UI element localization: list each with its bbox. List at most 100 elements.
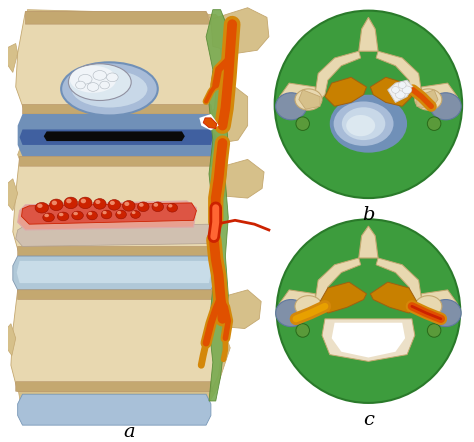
Ellipse shape bbox=[95, 200, 100, 204]
Ellipse shape bbox=[45, 214, 49, 217]
Polygon shape bbox=[13, 256, 216, 290]
Circle shape bbox=[296, 117, 310, 130]
Ellipse shape bbox=[71, 69, 148, 108]
Ellipse shape bbox=[330, 95, 407, 152]
Ellipse shape bbox=[102, 211, 107, 214]
Ellipse shape bbox=[398, 82, 406, 88]
Ellipse shape bbox=[395, 91, 405, 99]
Ellipse shape bbox=[276, 300, 307, 327]
Ellipse shape bbox=[152, 202, 164, 212]
Polygon shape bbox=[11, 290, 222, 391]
Polygon shape bbox=[5, 179, 18, 211]
Polygon shape bbox=[17, 261, 211, 283]
Ellipse shape bbox=[37, 204, 43, 208]
Polygon shape bbox=[325, 77, 366, 106]
Ellipse shape bbox=[87, 83, 99, 91]
Circle shape bbox=[428, 117, 441, 130]
Ellipse shape bbox=[124, 202, 129, 206]
Ellipse shape bbox=[122, 201, 135, 211]
Polygon shape bbox=[315, 51, 361, 99]
Ellipse shape bbox=[346, 115, 375, 136]
Polygon shape bbox=[18, 246, 213, 256]
Polygon shape bbox=[18, 201, 196, 230]
Ellipse shape bbox=[131, 211, 140, 218]
Polygon shape bbox=[16, 224, 216, 246]
Polygon shape bbox=[206, 10, 232, 401]
Text: c: c bbox=[363, 411, 374, 429]
Polygon shape bbox=[299, 90, 320, 109]
Ellipse shape bbox=[276, 93, 307, 120]
Polygon shape bbox=[370, 77, 412, 106]
Ellipse shape bbox=[430, 93, 461, 120]
Polygon shape bbox=[18, 10, 235, 415]
Ellipse shape bbox=[79, 197, 92, 209]
Text: b: b bbox=[362, 206, 374, 224]
Ellipse shape bbox=[295, 296, 322, 317]
Polygon shape bbox=[26, 11, 211, 24]
Polygon shape bbox=[322, 319, 415, 362]
Ellipse shape bbox=[52, 201, 57, 205]
Circle shape bbox=[296, 324, 310, 337]
Ellipse shape bbox=[88, 212, 92, 215]
Ellipse shape bbox=[108, 199, 120, 210]
Circle shape bbox=[277, 219, 460, 403]
Polygon shape bbox=[376, 51, 421, 99]
Ellipse shape bbox=[168, 204, 173, 208]
Polygon shape bbox=[320, 282, 366, 313]
Polygon shape bbox=[211, 8, 269, 53]
Polygon shape bbox=[18, 394, 211, 425]
Text: a: a bbox=[123, 423, 135, 441]
Polygon shape bbox=[359, 226, 378, 258]
Ellipse shape bbox=[392, 87, 399, 93]
Ellipse shape bbox=[66, 198, 72, 203]
Ellipse shape bbox=[334, 102, 393, 146]
Ellipse shape bbox=[50, 199, 63, 211]
Ellipse shape bbox=[100, 81, 109, 89]
Polygon shape bbox=[16, 381, 213, 391]
Ellipse shape bbox=[132, 211, 136, 214]
Ellipse shape bbox=[402, 86, 412, 94]
Ellipse shape bbox=[107, 73, 118, 82]
Ellipse shape bbox=[342, 107, 385, 140]
Ellipse shape bbox=[295, 89, 322, 110]
Ellipse shape bbox=[167, 203, 178, 212]
Polygon shape bbox=[18, 114, 216, 156]
Polygon shape bbox=[417, 90, 438, 109]
Ellipse shape bbox=[117, 211, 121, 214]
Ellipse shape bbox=[76, 81, 85, 89]
Ellipse shape bbox=[93, 198, 106, 209]
Ellipse shape bbox=[68, 64, 131, 100]
Ellipse shape bbox=[81, 198, 86, 203]
Polygon shape bbox=[280, 83, 315, 116]
Circle shape bbox=[275, 11, 462, 198]
Ellipse shape bbox=[137, 202, 149, 212]
Ellipse shape bbox=[93, 71, 107, 80]
Polygon shape bbox=[13, 156, 222, 256]
Polygon shape bbox=[359, 17, 378, 51]
Polygon shape bbox=[6, 43, 18, 72]
Polygon shape bbox=[19, 156, 215, 166]
Ellipse shape bbox=[79, 74, 92, 84]
Polygon shape bbox=[22, 104, 213, 114]
Ellipse shape bbox=[154, 203, 158, 207]
Polygon shape bbox=[376, 258, 421, 306]
Polygon shape bbox=[213, 290, 261, 328]
Ellipse shape bbox=[59, 213, 64, 216]
Polygon shape bbox=[315, 258, 361, 306]
Ellipse shape bbox=[64, 197, 78, 209]
Polygon shape bbox=[370, 282, 417, 313]
Ellipse shape bbox=[110, 201, 115, 205]
Ellipse shape bbox=[35, 202, 48, 213]
Ellipse shape bbox=[61, 62, 158, 115]
Polygon shape bbox=[199, 114, 219, 130]
Circle shape bbox=[428, 324, 441, 337]
Polygon shape bbox=[332, 323, 405, 358]
Polygon shape bbox=[19, 130, 213, 145]
Ellipse shape bbox=[139, 203, 144, 207]
Ellipse shape bbox=[57, 212, 69, 221]
Polygon shape bbox=[280, 290, 315, 323]
Ellipse shape bbox=[72, 211, 83, 220]
Ellipse shape bbox=[116, 210, 127, 219]
Ellipse shape bbox=[73, 212, 78, 215]
Polygon shape bbox=[388, 80, 413, 103]
